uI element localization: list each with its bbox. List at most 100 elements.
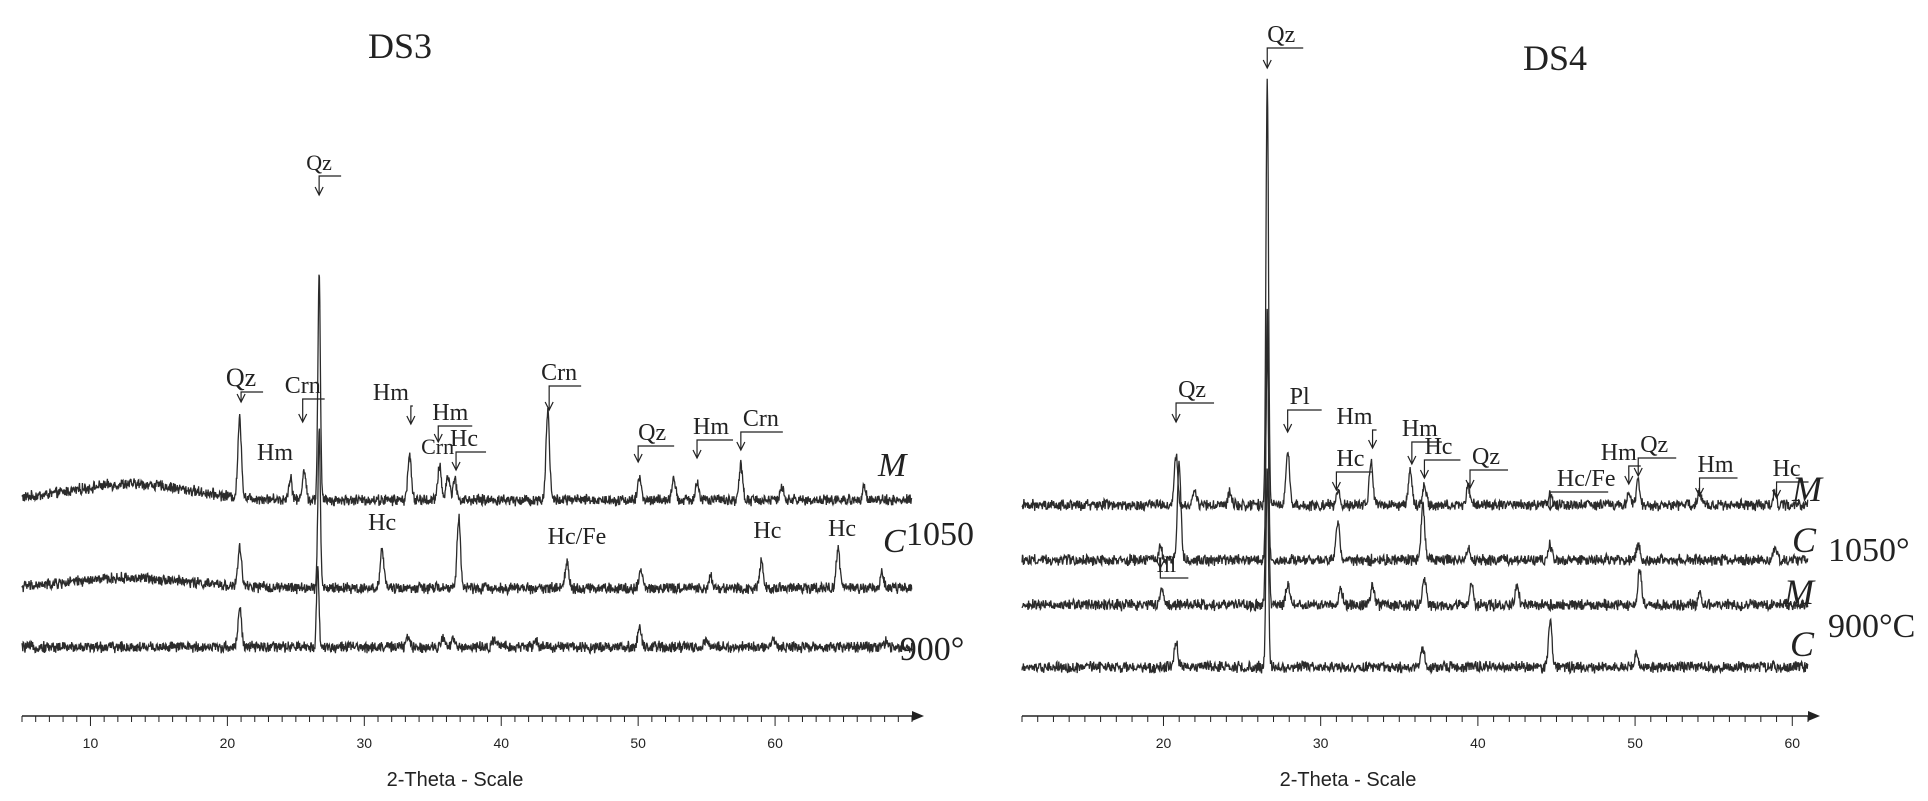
peak-arrowhead bbox=[1624, 475, 1634, 486]
peak-leader-line bbox=[1698, 477, 1738, 496]
ds3-tick-label: 20 bbox=[220, 735, 236, 751]
ds3-tick-label: 30 bbox=[357, 735, 373, 751]
peak-leader-line bbox=[410, 405, 413, 424]
peak-arrowhead bbox=[1407, 455, 1417, 466]
peak-arrowhead bbox=[1155, 559, 1165, 570]
peak-label-qz: Qz bbox=[1640, 432, 1668, 458]
peak-label-hc: Hc bbox=[753, 518, 781, 544]
peak-leader-line bbox=[1266, 47, 1304, 68]
peak-label-crn: Crn bbox=[743, 406, 779, 432]
peak-arrowhead bbox=[633, 453, 643, 464]
ds4-series-label-c-1050: C bbox=[1792, 520, 1817, 560]
peak-arrowhead bbox=[692, 449, 702, 460]
peak-leader-line bbox=[1159, 568, 1189, 579]
ds3-traces bbox=[21, 274, 913, 655]
ds4-tick-labels: 20 30 40 50 60 bbox=[1156, 735, 1801, 751]
ds4-trace-1 bbox=[1021, 78, 1809, 513]
peak-label-hc: Hc bbox=[1336, 446, 1364, 472]
peak-label-qz: Qz bbox=[1267, 22, 1295, 48]
peak-label-ill: Ill bbox=[1157, 552, 1177, 577]
ds4-series-label-m-1050: M bbox=[1791, 469, 1824, 509]
peak-label-hc: Hc bbox=[1424, 434, 1452, 460]
ds4-panel: DS4 20 30 40 50 60 2-Theta - Scale 1050° 900… bbox=[1021, 38, 1915, 791]
peak-label-hm: Hm bbox=[1402, 416, 1438, 442]
peak-label-qz: Qz bbox=[306, 150, 332, 175]
peak-leader-line bbox=[1549, 491, 1609, 510]
peak-label-hm: Hm bbox=[1337, 404, 1373, 430]
peak-leader-line bbox=[437, 425, 473, 442]
peak-leader-line bbox=[1469, 469, 1509, 488]
peak-arrowhead bbox=[736, 441, 746, 452]
peak-label-hc: Hc bbox=[368, 510, 396, 536]
peak-arrowhead bbox=[1419, 469, 1429, 480]
peak-arrowhead bbox=[1772, 489, 1782, 500]
peak-arrowhead bbox=[433, 433, 443, 444]
peak-leader-line bbox=[1775, 481, 1809, 498]
ds3-tick-label: 40 bbox=[493, 735, 509, 751]
peak-label-hm: Hm bbox=[257, 440, 293, 466]
peak-arrowhead bbox=[1331, 481, 1341, 492]
ds3-axis-arrow bbox=[912, 711, 924, 721]
ds4-title: DS4 bbox=[1523, 38, 1587, 78]
ds3-trace-1 bbox=[21, 274, 913, 508]
peak-leader-line bbox=[740, 431, 783, 450]
peak-leader-line bbox=[637, 445, 675, 462]
peak-label-hm: Hm bbox=[432, 400, 468, 426]
ds3-temp-label-900: 900° bbox=[900, 631, 965, 668]
peak-leader-line bbox=[1637, 457, 1677, 476]
peak-leader-line bbox=[240, 391, 264, 402]
peak-arrowhead bbox=[1694, 487, 1705, 498]
peak-label-hc: Hc bbox=[450, 426, 478, 452]
ds3-tick-label: 50 bbox=[630, 735, 646, 751]
peak-label-hm: Hm bbox=[693, 414, 729, 440]
ds3-tick-labels: 10 20 30 40 50 60 bbox=[83, 735, 783, 751]
peak-label-hm: Hm bbox=[1601, 440, 1637, 466]
peak-leader-line bbox=[1371, 429, 1377, 448]
peak-arrowhead bbox=[1262, 59, 1272, 70]
ds4-tick-label: 20 bbox=[1156, 735, 1172, 751]
ds4-tick-label: 40 bbox=[1470, 735, 1486, 751]
peak-label-pl: Pl bbox=[1290, 384, 1310, 410]
ds3-panel: DS3 10 20 30 40 50 60 2-Theta - Scale 1050 90… bbox=[21, 26, 974, 791]
peak-label-qz: Qz bbox=[638, 420, 666, 446]
peak-arrowhead bbox=[1368, 439, 1378, 450]
ds4-series-label-m-900: M bbox=[1783, 572, 1816, 612]
peak-arrowhead bbox=[1633, 467, 1643, 478]
peak-label-qz: Qz bbox=[226, 363, 256, 392]
ds3-x-axis bbox=[21, 711, 924, 726]
peak-label-hm: Hm bbox=[1698, 452, 1734, 478]
ds3-title: DS3 bbox=[368, 26, 432, 66]
peak-leader-line bbox=[455, 451, 487, 470]
peak-leader-line bbox=[1628, 465, 1641, 484]
peak-arrowhead bbox=[236, 393, 246, 404]
peak-leader-line bbox=[548, 385, 582, 410]
ds3-tick-label: 10 bbox=[83, 735, 99, 751]
peak-leader-line bbox=[1423, 459, 1461, 478]
ds4-series-label-c-900: C bbox=[1790, 624, 1815, 664]
peak-label-qz: Qz bbox=[1178, 377, 1206, 403]
peak-arrowhead bbox=[1171, 413, 1181, 424]
peak-label-hc-fe: Hc/Fe bbox=[548, 524, 607, 550]
peak-leader-line bbox=[696, 439, 734, 458]
ds4-trace-3 bbox=[1021, 308, 1809, 613]
peak-leader-line bbox=[1411, 441, 1442, 464]
peak-leader-line bbox=[1287, 409, 1322, 432]
peak-label-crn: Crn bbox=[285, 373, 321, 399]
ds3-trace-3 bbox=[21, 566, 913, 655]
peak-arrowhead bbox=[544, 401, 554, 412]
ds4-trace-4 bbox=[1021, 468, 1809, 675]
ds3-series-label-c: C bbox=[883, 523, 906, 560]
peak-label-crn: Crn bbox=[421, 434, 454, 459]
ds4-x-axis-label: 2-Theta - Scale bbox=[1280, 769, 1417, 791]
peak-arrowhead bbox=[1545, 501, 1555, 512]
peak-label-hc-fe: Hc/Fe bbox=[1557, 466, 1616, 492]
peak-arrowhead bbox=[314, 186, 324, 197]
ds3-series-label-m: M bbox=[877, 447, 908, 484]
peak-label-hc: Hc bbox=[828, 516, 856, 542]
peak-arrowhead bbox=[451, 461, 461, 472]
peak-label-hm: Hm bbox=[373, 380, 409, 406]
peak-label-crn: Crn bbox=[541, 360, 577, 386]
ds3-trace-2 bbox=[21, 428, 913, 597]
peak-arrowhead bbox=[298, 413, 308, 424]
